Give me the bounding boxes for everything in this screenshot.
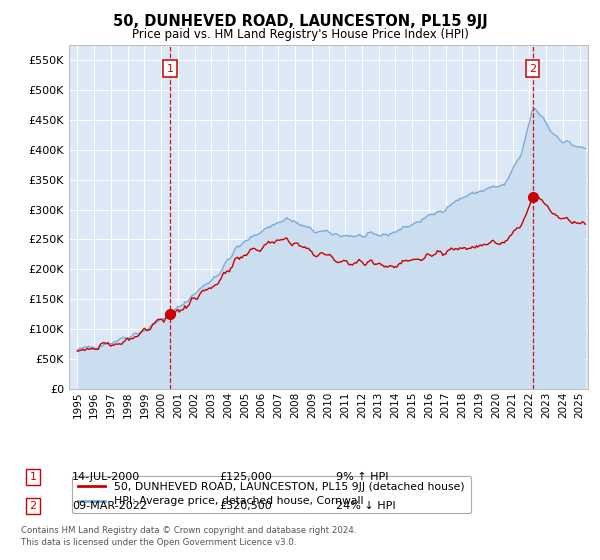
Text: Contains HM Land Registry data © Crown copyright and database right 2024.
This d: Contains HM Land Registry data © Crown c… — [21, 526, 356, 547]
Text: 2: 2 — [529, 64, 536, 74]
Text: Price paid vs. HM Land Registry's House Price Index (HPI): Price paid vs. HM Land Registry's House … — [131, 28, 469, 41]
Text: 2: 2 — [29, 501, 37, 511]
Text: 1: 1 — [167, 64, 173, 74]
Text: £125,000: £125,000 — [219, 472, 272, 482]
Text: 24% ↓ HPI: 24% ↓ HPI — [336, 501, 395, 511]
Text: 1: 1 — [29, 472, 37, 482]
Text: 09-MAR-2022: 09-MAR-2022 — [72, 501, 147, 511]
Text: 50, DUNHEVED ROAD, LAUNCESTON, PL15 9JJ: 50, DUNHEVED ROAD, LAUNCESTON, PL15 9JJ — [113, 14, 487, 29]
Text: 14-JUL-2000: 14-JUL-2000 — [72, 472, 140, 482]
Text: 9% ↑ HPI: 9% ↑ HPI — [336, 472, 389, 482]
Text: £320,500: £320,500 — [219, 501, 272, 511]
Legend: 50, DUNHEVED ROAD, LAUNCESTON, PL15 9JJ (detached house), HPI: Average price, de: 50, DUNHEVED ROAD, LAUNCESTON, PL15 9JJ … — [72, 475, 471, 513]
